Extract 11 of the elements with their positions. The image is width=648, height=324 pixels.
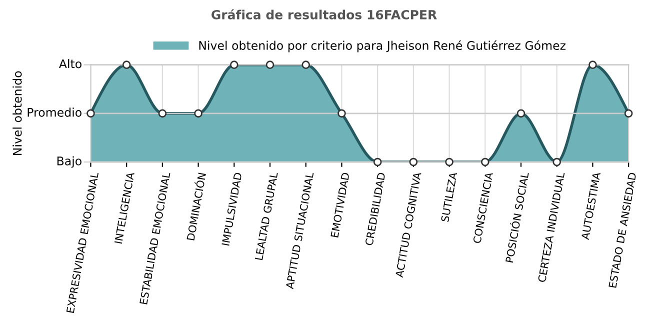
x-tick-label: ACTITUD COGNITIVA xyxy=(395,172,422,278)
ref-line-label: Alto xyxy=(59,59,82,68)
ref-line-label: Promedio xyxy=(28,108,82,117)
chart-title: Gráfica de resultados 16FACPER xyxy=(212,9,437,20)
ref-line-label: Bajo xyxy=(57,156,82,168)
x-tick-label: SUTILEZA xyxy=(440,172,458,222)
x-tick-label: ESTADO DE ANSIEDAD xyxy=(608,172,636,288)
x-tick-label: POSICIÓN SOCIAL xyxy=(504,171,529,263)
y-axis-title: Nivel obtenido xyxy=(12,71,22,155)
x-tick-label: LEALTAD GRUPAL xyxy=(254,172,278,260)
legend-label: Nivel obtenido por criterio para Jheison René Gutiérrez Gómez xyxy=(199,40,566,52)
